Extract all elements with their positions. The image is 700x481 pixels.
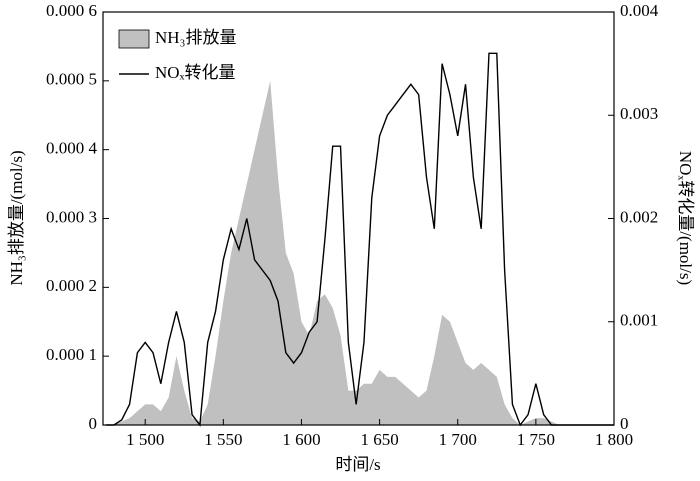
y2-tick-label: 0.004	[620, 1, 659, 20]
x-tick-label: 1 550	[204, 430, 242, 449]
x-tick-label: 1 800	[595, 430, 633, 449]
y2-tick-label: 0.001	[620, 311, 658, 330]
y-tick-label: 0.000 1	[46, 345, 97, 364]
y-tick-label: 0	[89, 414, 98, 433]
x-tick-label: 1 750	[517, 430, 555, 449]
x-tick-label: 1 700	[439, 430, 477, 449]
x-axis-label: 时间/s	[335, 455, 380, 474]
legend-label: NH₃排放量	[155, 28, 236, 47]
legend-label: NOₓ转化量	[155, 63, 235, 82]
y2-tick-label: 0	[620, 414, 629, 433]
y2-tick-label: 0.003	[620, 104, 658, 123]
y-tick-label: 0.000 4	[46, 139, 98, 158]
x-tick-label: 1 500	[126, 430, 164, 449]
y-tick-label: 0.000 6	[46, 1, 97, 20]
area	[106, 80, 615, 425]
x-tick-label: 1 600	[282, 430, 320, 449]
y-tick-label: 0.000 5	[46, 70, 97, 89]
line	[106, 52, 614, 427]
legend-swatch	[118, 29, 150, 49]
y-tick-label: 0.000 3	[46, 207, 97, 226]
y2-tick-label: 0.002	[620, 207, 658, 226]
x-tick-label: 1 650	[360, 430, 398, 449]
y-axis-label: NH₃排放量/(mol/s)	[7, 150, 26, 285]
y-tick-label: 0.000 2	[46, 276, 97, 295]
y2-axis-label: NOₓ转化量/(mol/s)	[676, 151, 695, 285]
